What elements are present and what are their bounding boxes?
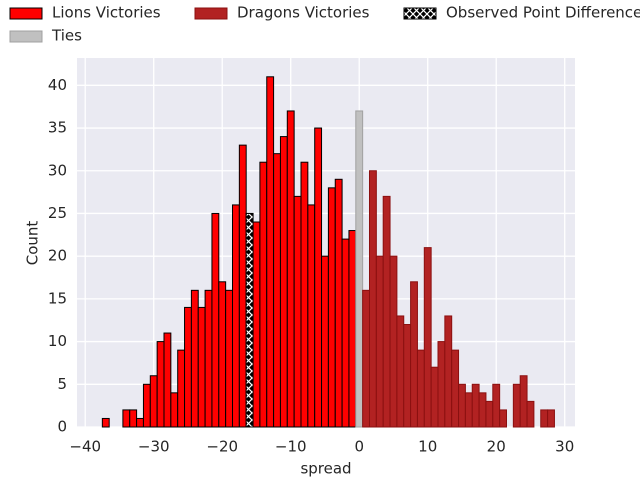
x-tick-label: 30 bbox=[555, 438, 574, 456]
x-tick-label: −10 bbox=[275, 438, 307, 456]
legend-swatch bbox=[9, 30, 43, 43]
bar bbox=[526, 400, 535, 428]
bar bbox=[293, 195, 302, 428]
y-tick-label: 25 bbox=[48, 204, 67, 222]
bar bbox=[266, 76, 275, 428]
bar bbox=[389, 255, 398, 428]
bar bbox=[499, 409, 507, 428]
x-axis-label: spread bbox=[300, 460, 351, 478]
bar bbox=[142, 383, 151, 428]
bar bbox=[190, 289, 199, 428]
bar bbox=[410, 281, 418, 428]
bar bbox=[245, 212, 254, 428]
x-tick-label: −30 bbox=[138, 438, 170, 456]
bar bbox=[355, 110, 364, 428]
bar bbox=[122, 409, 131, 428]
y-tick-label: 20 bbox=[48, 247, 67, 265]
legend-swatch bbox=[9, 7, 43, 20]
legend-swatch bbox=[194, 7, 228, 20]
bar bbox=[444, 315, 453, 428]
bar bbox=[547, 409, 555, 428]
y-axis-label: Count bbox=[24, 221, 42, 266]
bar bbox=[231, 204, 240, 428]
bar bbox=[416, 349, 425, 428]
bar bbox=[362, 289, 370, 428]
x-tick-label: 20 bbox=[487, 438, 506, 456]
bar bbox=[286, 110, 295, 428]
bar bbox=[136, 417, 144, 428]
bar bbox=[101, 417, 110, 428]
bar bbox=[238, 144, 247, 428]
bar bbox=[403, 324, 412, 428]
bar bbox=[430, 366, 439, 428]
bar bbox=[197, 306, 206, 428]
bar bbox=[300, 161, 309, 428]
bar bbox=[492, 383, 501, 428]
bar bbox=[129, 409, 138, 428]
legend-label: Lions Victories bbox=[52, 4, 161, 22]
bar bbox=[211, 212, 220, 428]
bar bbox=[252, 221, 261, 428]
bar bbox=[321, 255, 329, 428]
bar bbox=[177, 349, 186, 428]
legend-swatch bbox=[403, 7, 437, 20]
bar bbox=[327, 187, 336, 428]
x-tick-label: −40 bbox=[69, 438, 101, 456]
bar bbox=[512, 383, 521, 428]
y-tick-label: 0 bbox=[57, 418, 67, 436]
y-tick-label: 10 bbox=[48, 332, 67, 350]
bar bbox=[314, 127, 323, 428]
bar bbox=[540, 409, 549, 428]
bar bbox=[149, 375, 158, 428]
bar bbox=[396, 315, 405, 428]
bar bbox=[279, 136, 288, 428]
bar bbox=[170, 392, 179, 428]
y-tick-label: 40 bbox=[48, 76, 67, 94]
y-tick-label: 15 bbox=[48, 289, 67, 307]
bar bbox=[259, 161, 268, 428]
bar bbox=[519, 375, 528, 428]
bar bbox=[485, 400, 494, 428]
x-tick-label: 10 bbox=[418, 438, 437, 456]
bar bbox=[348, 230, 357, 428]
bar bbox=[375, 255, 384, 428]
bar bbox=[458, 383, 466, 428]
bar bbox=[156, 341, 165, 428]
bar bbox=[218, 281, 227, 428]
bar bbox=[163, 332, 172, 428]
bar bbox=[204, 289, 213, 428]
bar bbox=[437, 341, 446, 428]
bar bbox=[478, 392, 487, 428]
bar bbox=[225, 289, 233, 428]
y-tick-label: 30 bbox=[48, 161, 67, 179]
legend-label: Observed Point Difference bbox=[446, 4, 640, 22]
bar bbox=[334, 178, 343, 428]
bar bbox=[464, 392, 473, 428]
bar bbox=[382, 195, 391, 428]
y-tick-label: 35 bbox=[48, 119, 67, 137]
bar bbox=[341, 238, 350, 428]
bar bbox=[184, 306, 192, 428]
y-tick-label: 5 bbox=[57, 375, 67, 393]
x-tick-label: 0 bbox=[354, 438, 364, 456]
legend-label: Ties bbox=[51, 27, 82, 45]
bar bbox=[368, 170, 377, 428]
legend-label: Dragons Victories bbox=[237, 4, 370, 22]
x-tick-label: −20 bbox=[206, 438, 238, 456]
bar bbox=[307, 204, 316, 428]
bar bbox=[471, 383, 480, 428]
bar bbox=[423, 247, 432, 428]
bar bbox=[451, 349, 460, 428]
bar bbox=[273, 153, 281, 428]
